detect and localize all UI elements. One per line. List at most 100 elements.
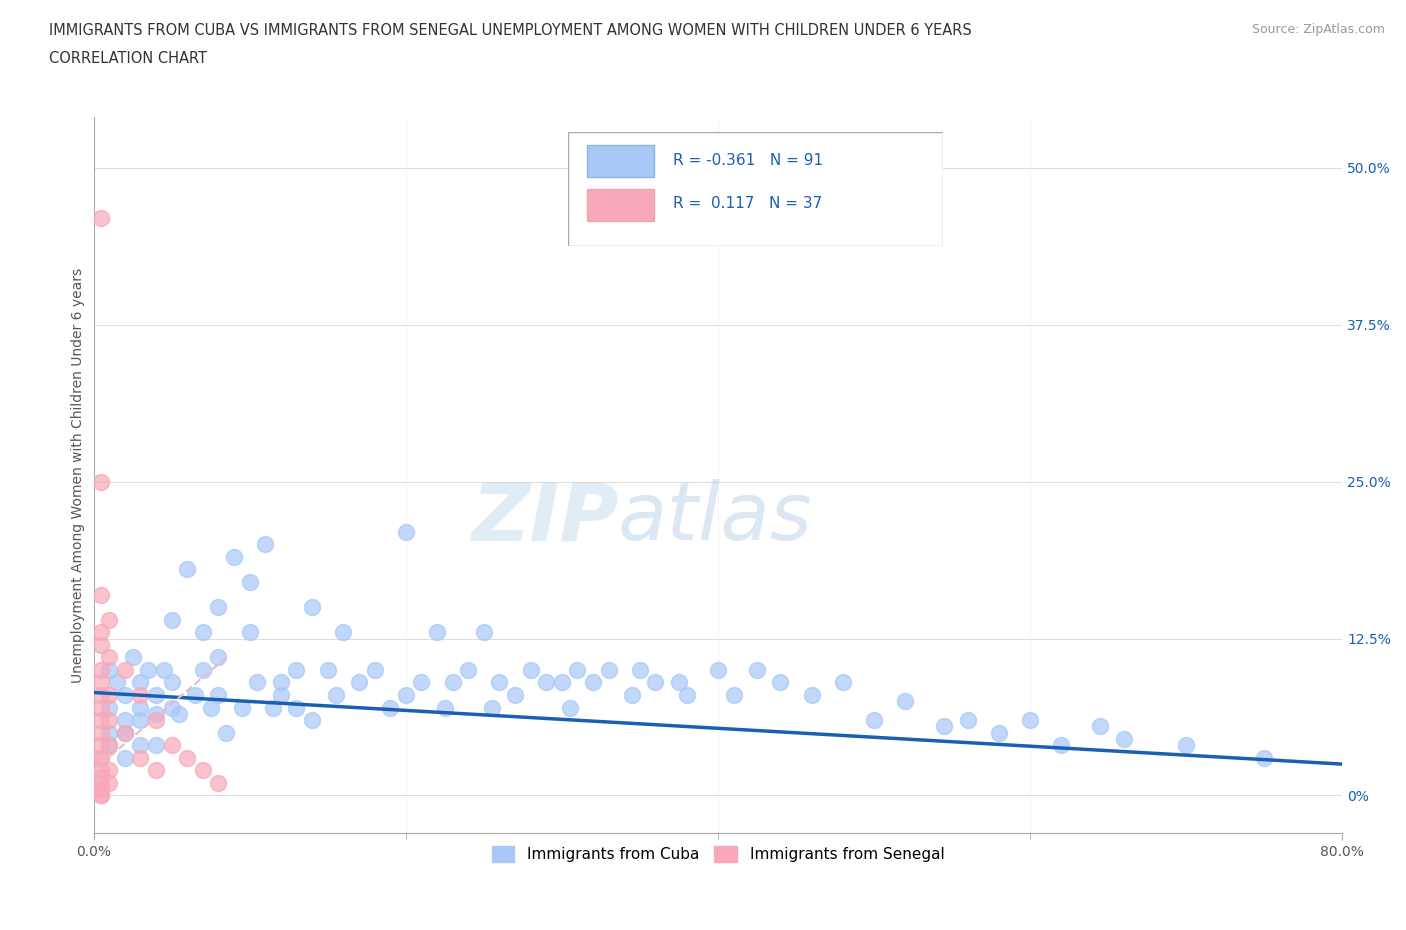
- Point: [769, 675, 792, 690]
- Point: [519, 662, 541, 677]
- Point: [894, 694, 917, 709]
- Point: [325, 687, 347, 702]
- Point: [215, 725, 238, 740]
- Text: atlas: atlas: [619, 479, 813, 557]
- Point: [90, 788, 112, 803]
- Point: [90, 712, 112, 727]
- Point: [121, 650, 143, 665]
- Point: [426, 625, 449, 640]
- Point: [114, 751, 136, 765]
- Point: [129, 700, 152, 715]
- Point: [90, 751, 112, 765]
- Point: [160, 612, 183, 627]
- Point: [98, 737, 121, 752]
- Point: [239, 575, 262, 590]
- Point: [114, 725, 136, 740]
- Point: [105, 675, 128, 690]
- Point: [1050, 737, 1073, 752]
- Point: [90, 687, 112, 702]
- Point: [129, 675, 152, 690]
- Point: [98, 662, 121, 677]
- Point: [90, 210, 112, 225]
- Point: [301, 600, 323, 615]
- Point: [621, 687, 644, 702]
- Point: [176, 562, 198, 577]
- Point: [90, 788, 112, 803]
- Point: [90, 587, 112, 602]
- Point: [745, 662, 768, 677]
- Point: [956, 712, 979, 727]
- Point: [800, 687, 823, 702]
- Point: [129, 737, 152, 752]
- Legend: Immigrants from Cuba, Immigrants from Senegal: Immigrants from Cuba, Immigrants from Se…: [485, 841, 950, 869]
- Point: [457, 662, 479, 677]
- Point: [90, 474, 112, 489]
- Point: [129, 687, 152, 702]
- Point: [176, 751, 198, 765]
- Point: [598, 662, 620, 677]
- Point: [503, 687, 526, 702]
- Point: [98, 687, 121, 702]
- Point: [675, 687, 697, 702]
- Point: [90, 637, 112, 652]
- Point: [98, 763, 121, 777]
- Point: [831, 675, 853, 690]
- Point: [707, 662, 730, 677]
- Point: [90, 782, 112, 797]
- Point: [191, 662, 214, 677]
- Point: [934, 719, 956, 734]
- Point: [90, 769, 112, 784]
- Point: [207, 600, 229, 615]
- Point: [90, 776, 112, 790]
- Point: [90, 662, 112, 677]
- Text: Source: ZipAtlas.com: Source: ZipAtlas.com: [1251, 23, 1385, 36]
- Point: [90, 763, 112, 777]
- Point: [863, 712, 886, 727]
- Point: [98, 737, 121, 752]
- Point: [378, 700, 401, 715]
- Point: [231, 700, 253, 715]
- Point: [254, 537, 277, 551]
- Point: [191, 625, 214, 640]
- Point: [411, 675, 433, 690]
- Point: [114, 687, 136, 702]
- Point: [145, 763, 167, 777]
- Text: IMMIGRANTS FROM CUBA VS IMMIGRANTS FROM SENEGAL UNEMPLOYMENT AMONG WOMEN WITH CH: IMMIGRANTS FROM CUBA VS IMMIGRANTS FROM …: [49, 23, 972, 38]
- Point: [534, 675, 557, 690]
- Point: [567, 662, 589, 677]
- Point: [145, 737, 167, 752]
- Point: [668, 675, 690, 690]
- Point: [488, 675, 510, 690]
- Point: [262, 700, 284, 715]
- Point: [644, 675, 666, 690]
- Point: [145, 712, 167, 727]
- Point: [207, 650, 229, 665]
- Point: [246, 675, 269, 690]
- Point: [395, 525, 418, 539]
- Point: [433, 700, 456, 715]
- Point: [98, 612, 121, 627]
- Point: [90, 751, 112, 765]
- Point: [1253, 751, 1275, 765]
- Point: [441, 675, 464, 690]
- Point: [136, 662, 159, 677]
- Point: [114, 725, 136, 740]
- Text: CORRELATION CHART: CORRELATION CHART: [49, 51, 207, 66]
- Point: [191, 763, 214, 777]
- Y-axis label: Unemployment Among Women with Children Under 6 years: Unemployment Among Women with Children U…: [72, 268, 86, 683]
- Point: [114, 662, 136, 677]
- Point: [90, 675, 112, 690]
- Point: [723, 687, 745, 702]
- Point: [153, 662, 176, 677]
- Point: [1175, 737, 1198, 752]
- Point: [145, 707, 167, 722]
- Point: [395, 687, 418, 702]
- Point: [285, 700, 308, 715]
- Point: [160, 675, 183, 690]
- Point: [582, 675, 605, 690]
- Point: [184, 687, 207, 702]
- Point: [90, 725, 112, 740]
- Point: [347, 675, 370, 690]
- Point: [98, 712, 121, 727]
- Point: [98, 776, 121, 790]
